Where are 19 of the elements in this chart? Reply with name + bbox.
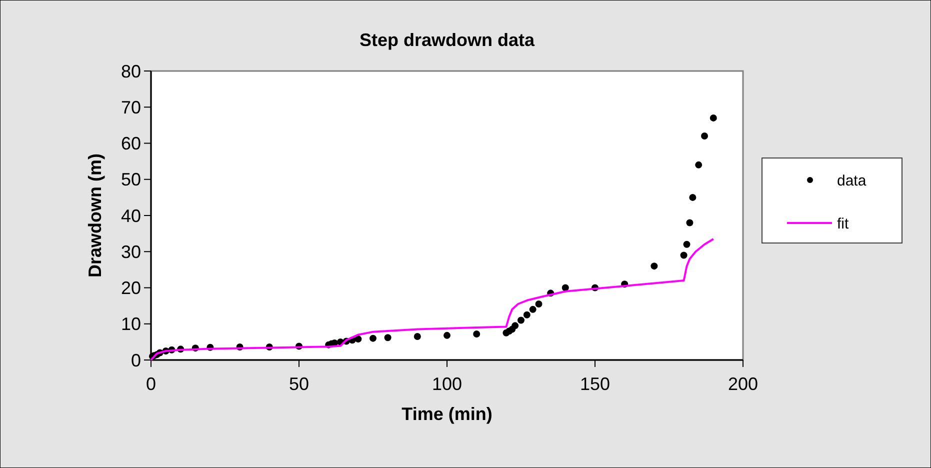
y-tick-label: 40 [120,206,141,226]
y-tick-label: 60 [120,134,141,154]
y-axis-title: Drawdown (m) [85,154,105,278]
x-tick-label: 200 [728,374,758,394]
y-tick-label: 0 [130,350,141,370]
y-tick-label: 50 [120,170,141,190]
chart-title: Step drawdown data [359,30,536,50]
y-tick-label: 70 [120,97,141,118]
x-axis-title: Time (min) [402,404,492,424]
y-tick-label: 20 [120,278,141,298]
x-tick-label: 100 [432,374,462,394]
x-tick-label: 50 [288,374,310,394]
legend-label: fit [837,215,850,232]
y-tick-label: 10 [120,314,141,334]
x-tick-label: 0 [146,374,156,394]
legend-label: data [837,172,867,190]
x-tick-label: 150 [580,374,610,394]
y-tick-label: 30 [120,242,141,262]
y-tick-label: 80 [120,61,141,82]
